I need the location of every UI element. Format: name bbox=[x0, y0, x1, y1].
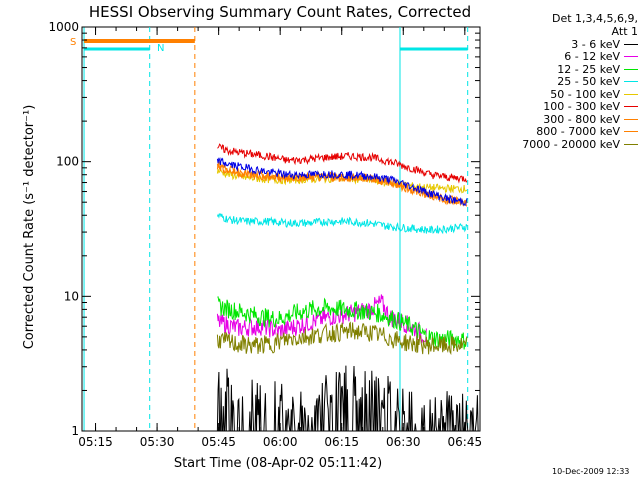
legend-label: 100 - 300 keV bbox=[543, 100, 620, 114]
y-tick-label: 1 bbox=[71, 424, 79, 438]
legend-label: 6 - 12 keV bbox=[564, 50, 620, 64]
chart-title: HESSI Observing Summary Count Rates, Cor… bbox=[89, 3, 471, 21]
legend-entry: 800 - 7000 keV bbox=[486, 125, 638, 139]
x-tick-label: 05:15 bbox=[78, 435, 113, 449]
legend-entry: 3 - 6 keV bbox=[486, 38, 638, 51]
legend-entry: 7000 - 20000 keV bbox=[486, 138, 638, 151]
legend-entry: 6 - 12 keV bbox=[486, 50, 638, 64]
annotation-s: S bbox=[70, 37, 76, 48]
legend-label: 3 - 6 keV bbox=[571, 37, 620, 51]
x-tick-label: 05:30 bbox=[140, 435, 175, 449]
legend-swatch bbox=[624, 93, 638, 95]
legend-header-line1: Det 1,3,4,5,6,9, bbox=[551, 12, 638, 25]
series-line bbox=[216, 213, 468, 235]
x-tick-label: 05:45 bbox=[201, 435, 236, 449]
legend-label: 25 - 50 keV bbox=[557, 75, 620, 89]
series-line bbox=[216, 161, 468, 207]
legend-swatch bbox=[624, 106, 638, 108]
legend-swatch bbox=[624, 56, 638, 58]
annotation-n: N bbox=[157, 43, 164, 54]
legend-swatch bbox=[624, 81, 638, 83]
series-layer bbox=[216, 143, 480, 432]
x-tick-label: 06:30 bbox=[386, 435, 421, 449]
axis-ticks: 05:15 05:30 05:45 06:00 06:15 06:30 06:45 1 10 10… bbox=[48, 20, 482, 449]
legend-swatch bbox=[624, 118, 638, 120]
legend-swatch bbox=[624, 143, 638, 145]
legend-label: 7000 - 20000 keV bbox=[522, 137, 620, 151]
y-axis-label: Corrected Count Rate (s⁻¹ detector⁻¹) bbox=[22, 105, 37, 350]
series-line bbox=[217, 296, 468, 350]
x-tick-label: 06:15 bbox=[324, 435, 359, 449]
legend-entry: 300 - 800 keV bbox=[486, 113, 638, 126]
x-tick-label: 06:00 bbox=[263, 435, 298, 449]
x-tick-label: 06:45 bbox=[448, 435, 483, 449]
series-line bbox=[216, 157, 468, 207]
marker-lines: SN bbox=[70, 27, 469, 431]
y-tick-label: 10 bbox=[64, 289, 79, 303]
legend-label: 50 - 100 keV bbox=[550, 87, 620, 101]
legend-swatch bbox=[624, 131, 638, 133]
legend-label: 800 - 7000 keV bbox=[536, 125, 620, 139]
legend-label: 300 - 800 keV bbox=[543, 112, 620, 126]
legend-entry: 50 - 100 keV bbox=[486, 88, 638, 101]
y-tick-label: 100 bbox=[56, 155, 79, 169]
legend-entry: 25 - 50 keV bbox=[486, 75, 638, 89]
x-axis-label: Start Time (08-Apr-02 05:11:42) bbox=[174, 456, 382, 471]
legend-entry: 100 - 300 keV bbox=[486, 100, 638, 114]
plot-border bbox=[81, 26, 481, 432]
plot-frame bbox=[81, 26, 481, 432]
legend-header-line2: Att 1 bbox=[611, 25, 638, 38]
legend-swatch bbox=[624, 68, 638, 70]
legend: Det 1,3,4,5,6,9, Att 1 3 - 6 keV 6 - 12 k… bbox=[486, 12, 638, 151]
legend-label: 12 - 25 keV bbox=[557, 62, 620, 76]
generation-timestamp: 10-Dec-2009 12:33 bbox=[552, 467, 630, 476]
series-line bbox=[217, 143, 468, 184]
legend-entry: 12 - 25 keV bbox=[486, 63, 638, 76]
legend-swatch bbox=[624, 43, 638, 45]
y-tick-label: 1000 bbox=[48, 20, 79, 34]
series-line bbox=[216, 321, 468, 356]
series-line bbox=[216, 365, 480, 432]
